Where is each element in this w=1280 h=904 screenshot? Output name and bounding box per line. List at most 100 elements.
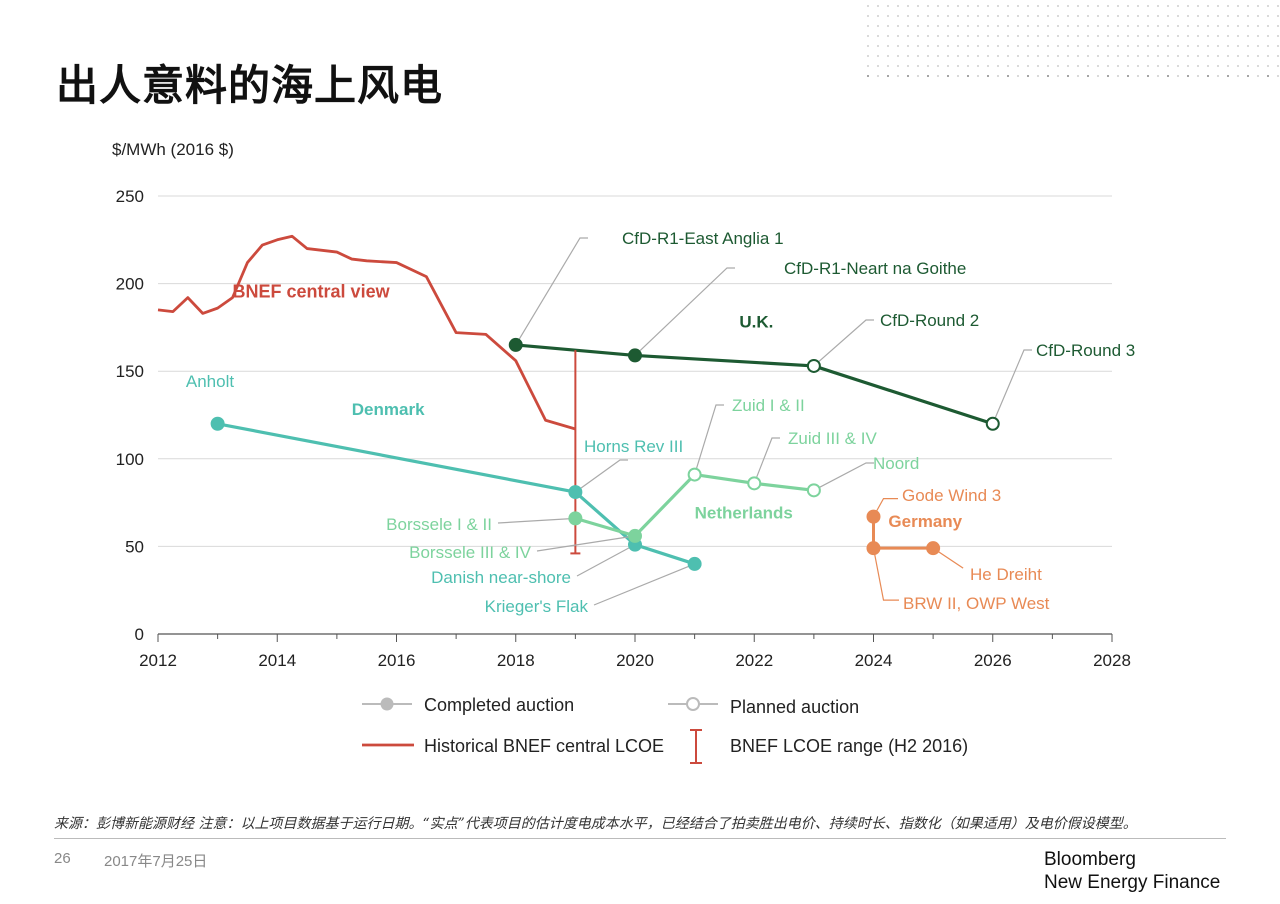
pattern-dot xyxy=(1107,5,1109,7)
pattern-dot xyxy=(867,5,869,7)
pattern-dot xyxy=(1217,55,1219,57)
planned-auction-marker xyxy=(747,476,762,491)
pattern-dot xyxy=(937,5,939,7)
pattern-dot xyxy=(967,45,969,47)
pattern-dot xyxy=(917,5,919,7)
pattern-dot xyxy=(1147,55,1149,57)
pattern-dot xyxy=(897,55,899,57)
pattern-dot xyxy=(1217,45,1219,47)
x-tick-label: 2012 xyxy=(139,651,177,670)
pattern-dot xyxy=(1177,5,1179,7)
y-tick-label: 0 xyxy=(135,625,144,644)
pattern-dot xyxy=(1107,45,1109,47)
pattern-dot xyxy=(917,55,919,57)
pattern-dot xyxy=(1177,15,1179,17)
pattern-dot xyxy=(1177,45,1179,47)
pattern-dot xyxy=(1137,55,1139,57)
annotation-label: CfD-Round 3 xyxy=(1036,341,1135,360)
pattern-dot xyxy=(1017,35,1019,37)
pattern-dot xyxy=(967,15,969,17)
annotation-label: BRW II, OWP West xyxy=(903,594,1050,613)
pattern-dot xyxy=(967,5,969,7)
pattern-dot xyxy=(1167,65,1169,67)
pattern-dot xyxy=(1037,15,1039,17)
completed-auction-marker xyxy=(926,541,941,556)
pattern-dot xyxy=(1247,55,1249,57)
pattern-dot xyxy=(1037,35,1039,37)
pattern-dot xyxy=(977,25,979,27)
x-tick-label: 2028 xyxy=(1093,651,1131,670)
pattern-dot xyxy=(1117,55,1119,57)
annotation-label: Zuid III & IV xyxy=(788,429,877,448)
pattern-dot xyxy=(1047,55,1049,57)
pattern-dot xyxy=(1067,55,1069,57)
series-label: Denmark xyxy=(352,400,425,419)
pattern-dot xyxy=(947,55,949,57)
pattern-dot xyxy=(1007,5,1009,7)
pattern-dot xyxy=(927,15,929,17)
series-label: Netherlands xyxy=(695,503,793,522)
pattern-dot xyxy=(1057,65,1059,67)
pattern-dot xyxy=(1167,25,1169,27)
pattern-dot xyxy=(1217,35,1219,37)
pattern-dot xyxy=(897,15,899,17)
pattern-dot xyxy=(1137,65,1139,67)
pattern-dot xyxy=(997,25,999,27)
pattern-dot xyxy=(1217,75,1219,77)
x-tick-label: 2024 xyxy=(855,651,893,670)
pattern-dot xyxy=(1147,25,1149,27)
pattern-dot xyxy=(1167,55,1169,57)
pattern-dot xyxy=(967,75,969,77)
pattern-dot xyxy=(957,5,959,7)
pattern-dot xyxy=(1027,15,1029,17)
pattern-dot xyxy=(1017,5,1019,7)
pattern-dot xyxy=(1197,25,1199,27)
pattern-dot xyxy=(1087,65,1089,67)
pattern-dot xyxy=(1147,65,1149,67)
pattern-dot xyxy=(887,75,889,77)
pattern-dot xyxy=(1257,65,1259,67)
annotation-leader xyxy=(872,548,899,601)
pattern-dot xyxy=(1117,15,1119,17)
pattern-dot xyxy=(1107,75,1109,77)
pattern-dot xyxy=(977,65,979,67)
pattern-dot xyxy=(1247,35,1249,37)
pattern-dot xyxy=(1037,55,1039,57)
pattern-dot xyxy=(937,15,939,17)
pattern-dot xyxy=(1157,75,1159,77)
pattern-dot xyxy=(1057,15,1059,17)
pattern-dot xyxy=(947,15,949,17)
pattern-dot xyxy=(1087,5,1089,7)
pattern-dot xyxy=(897,65,899,67)
pattern-dot xyxy=(987,5,989,7)
pattern-dot xyxy=(937,25,939,27)
pattern-dot xyxy=(907,75,909,77)
pattern-dot xyxy=(877,35,879,37)
pattern-dot xyxy=(897,5,899,7)
annotation-leader xyxy=(497,517,576,524)
x-tick-label: 2020 xyxy=(616,651,654,670)
pattern-dot xyxy=(1127,25,1129,27)
pattern-dot xyxy=(1057,35,1059,37)
pattern-dot xyxy=(1257,15,1259,17)
pattern-dot xyxy=(887,5,889,7)
pattern-dot xyxy=(867,25,869,27)
pattern-dot xyxy=(1277,75,1279,77)
brand-logo: Bloomberg New Energy Finance xyxy=(1044,848,1220,894)
y-tick-label: 200 xyxy=(116,275,144,294)
pattern-dot xyxy=(1017,65,1019,67)
pattern-dot xyxy=(1187,35,1189,37)
annotation-label: CfD-R1-Neart na Goithe xyxy=(784,259,966,278)
pattern-dot xyxy=(977,15,979,17)
pattern-dot xyxy=(887,25,889,27)
pattern-dot xyxy=(1067,75,1069,77)
pattern-dot xyxy=(1127,35,1129,37)
pattern-dot xyxy=(1097,55,1099,57)
pattern-dot xyxy=(1077,45,1079,47)
pattern-dot xyxy=(1227,5,1229,7)
pattern-dot xyxy=(967,65,969,67)
pattern-dot xyxy=(937,75,939,77)
pattern-dot xyxy=(1217,15,1219,17)
pattern-dot xyxy=(1077,55,1079,57)
pattern-dot xyxy=(1077,35,1079,37)
